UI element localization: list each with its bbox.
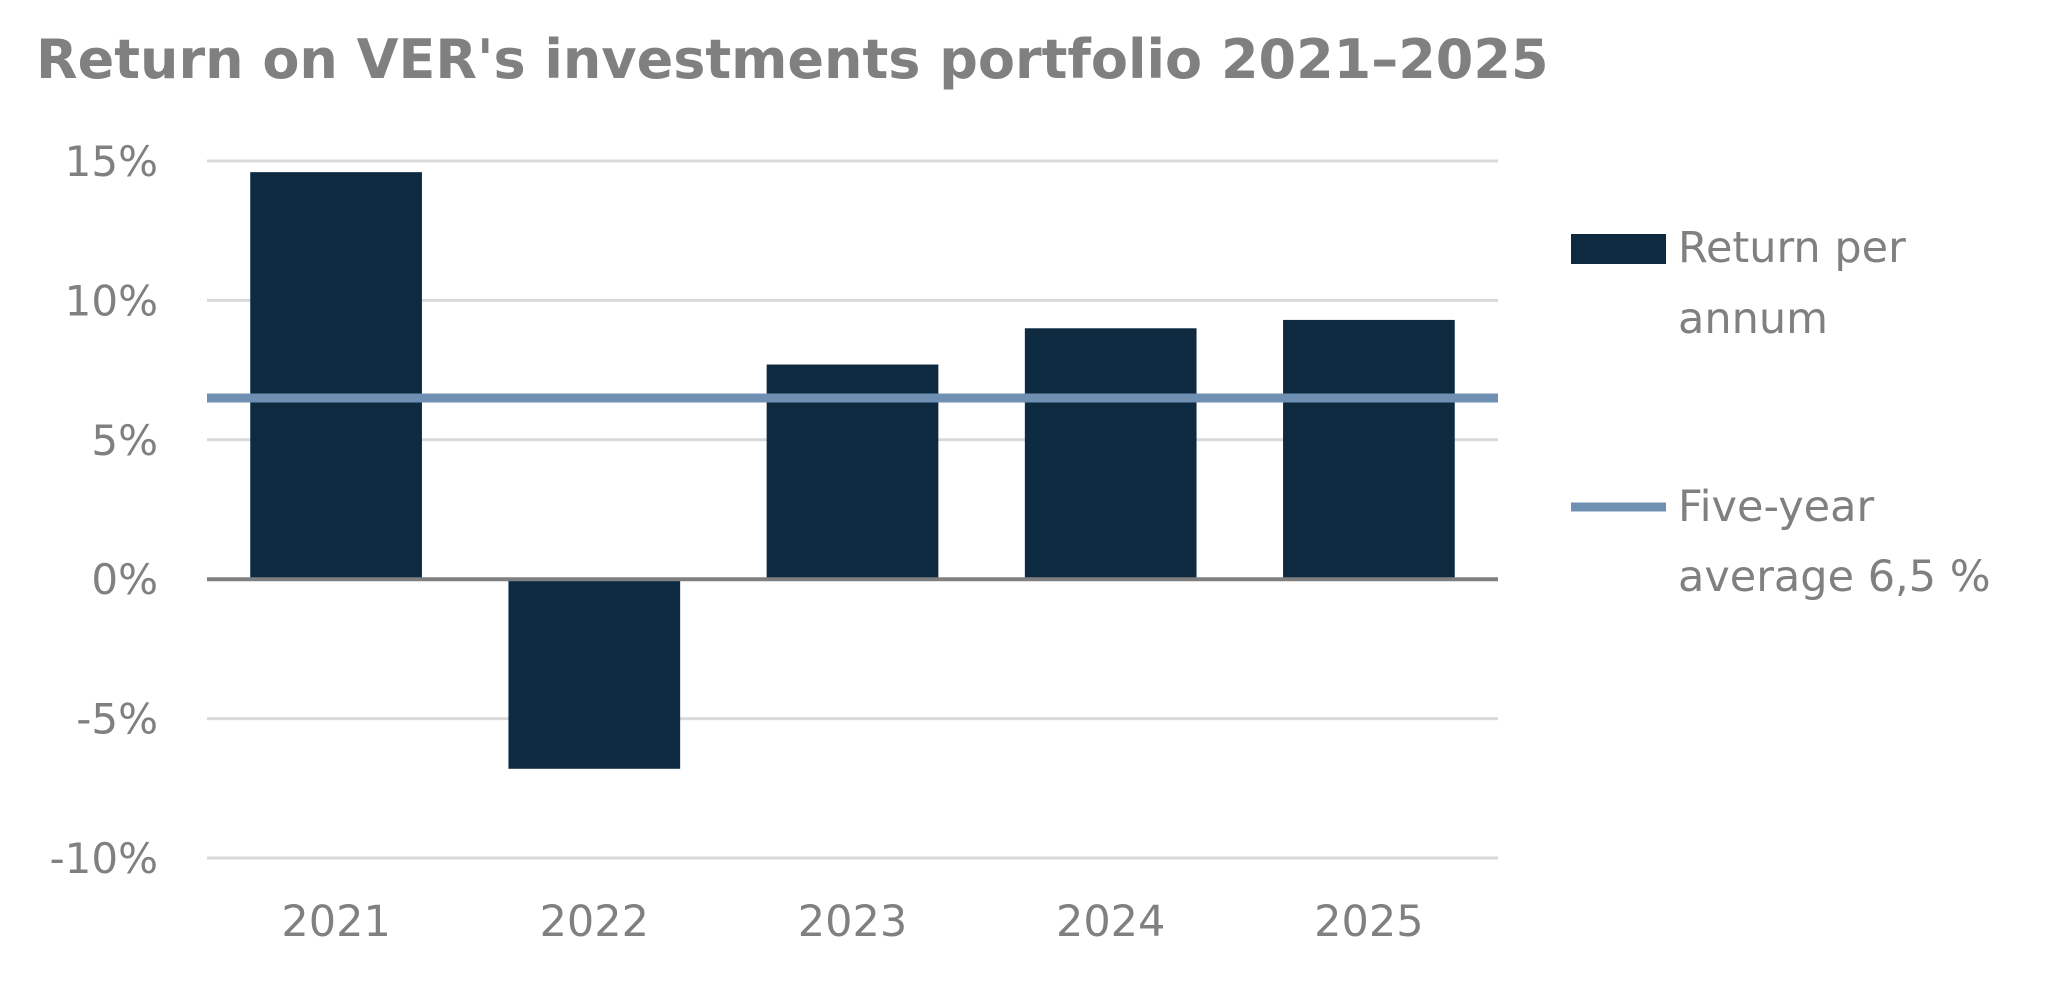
x-axis-tick-labels: 2021 2022 2023 2024 2025 [281, 897, 1423, 947]
legend: Return per annum Five-year average 6,5 % [1571, 223, 1991, 602]
y-tick-label: -5% [76, 695, 158, 744]
x-tick-label: 2022 [540, 897, 649, 947]
y-tick-label: 5% [91, 416, 158, 465]
bar-2022 [508, 579, 681, 769]
y-tick-label: 10% [65, 276, 158, 325]
y-tick-label: -10% [49, 834, 158, 883]
x-tick-label: 2023 [798, 897, 907, 947]
y-tick-label: 0% [91, 555, 158, 604]
legend-label-average-line1: Five-year [1678, 482, 1874, 532]
y-axis-tick-labels: 15% 10% 5% 0% -5% -10% [49, 137, 158, 883]
bar-2024 [1024, 328, 1197, 580]
x-tick-label: 2025 [1314, 897, 1423, 947]
x-tick-label: 2024 [1056, 897, 1165, 947]
bar-2021 [250, 172, 422, 580]
legend-label-return-line2: annum [1678, 294, 1828, 344]
bars [250, 172, 1455, 769]
legend-label-average-line2: average 6,5 % [1678, 552, 1991, 602]
y-tick-label: 15% [65, 137, 158, 186]
legend-swatch-return [1571, 234, 1666, 264]
x-tick-label: 2021 [281, 897, 390, 947]
bar-2025 [1283, 319, 1455, 580]
chart-title: Return on VER's investments portfolio 20… [36, 28, 1549, 91]
legend-label-return-line1: Return per [1678, 223, 1906, 273]
